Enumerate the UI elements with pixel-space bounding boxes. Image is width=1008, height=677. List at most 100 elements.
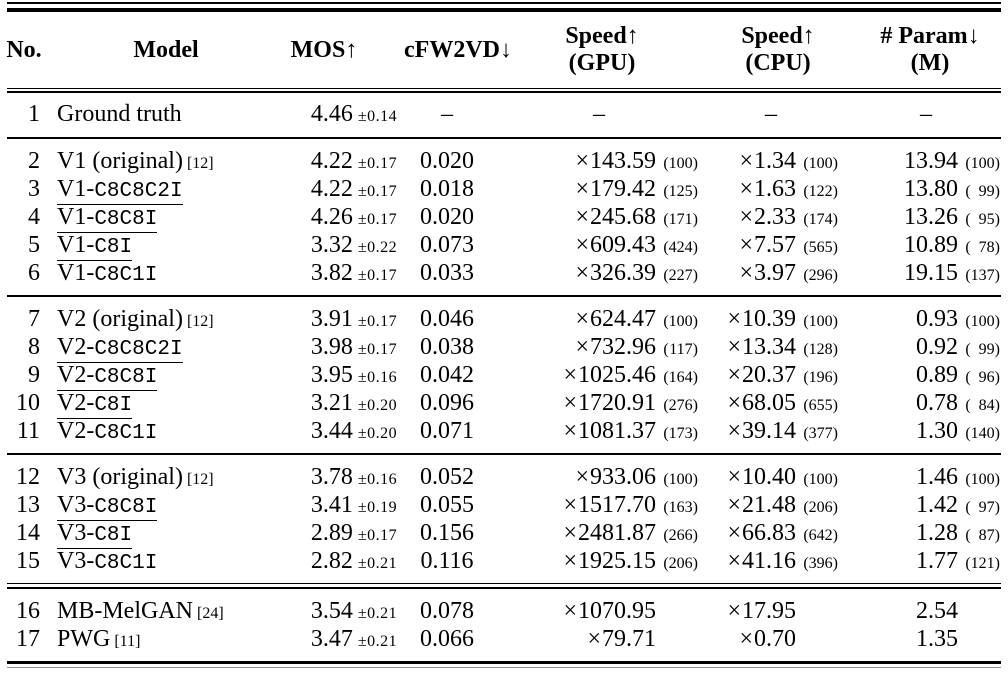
model-name: V2 (original) [57, 306, 183, 332]
speed-cpu-cell-value: ×3.97 [739, 259, 796, 287]
model-cell: V3-C8C8I [48, 491, 284, 521]
citation-ref: [11] [114, 633, 141, 650]
speed-gpu-cell-value: ×1925.15 [563, 547, 656, 575]
mos-stddev: ±0.22 [357, 239, 398, 256]
speed-cpu-cell: ×20.37 (196) [704, 361, 852, 392]
row-number: 13 [16, 492, 40, 518]
speed-cpu-cell-value: ×41.16 [727, 547, 796, 575]
speed-cpu-cell: ×66.83 (642) [704, 519, 852, 550]
speed-cpu-cell: ×2.33 (174) [704, 203, 852, 234]
param-cell: – [852, 100, 1008, 128]
speed-gpu-cell-number: 1720.91 [578, 390, 656, 416]
mos-stddev: ±0.21 [357, 555, 398, 572]
model-name: V1-C8C1I [57, 260, 157, 287]
speed-cpu-cell-number: 39.14 [742, 418, 796, 444]
model-base-label: V2- [57, 362, 95, 388]
speed-cpu-cell: ×7.57 (565) [704, 231, 852, 262]
speed-gpu-cell-relative-number: 100 [668, 313, 693, 330]
speed-cpu-cell-number: 13.34 [742, 334, 796, 360]
mos-cell: 3.41 ±0.19 [284, 491, 404, 522]
mos-value: 3.98 [310, 334, 353, 360]
speed-cpu-cell-relative-number: 100 [808, 155, 833, 172]
speed-gpu-cell-value: ×326.39 [575, 259, 656, 287]
speed-gpu-cell: ×624.47 (100) [500, 305, 704, 336]
param-cell-value: 1.46 [916, 463, 958, 491]
speed-cpu-cell-number: 7.57 [754, 232, 796, 258]
param-cell: 13.94 (100) [852, 147, 1008, 178]
table-row: 11 V2-C8C1I 3.44 ±0.20 0.071 ×1081.37 (173) ×39… [0, 417, 1008, 445]
mos-cell: 3.32 ±0.22 [284, 231, 404, 262]
speed-cpu-cell-number: 10.39 [742, 306, 796, 332]
cfw2vd-cell: 0.033 [420, 260, 474, 286]
speed-cpu-cell-number: 1.63 [754, 176, 796, 202]
mos-cell: 4.22 ±0.17 [284, 175, 404, 206]
col-header-speed-cpu-label: Speed↑ [741, 23, 815, 49]
param-cell-number: 2.54 [916, 598, 958, 624]
speed-gpu-cell-relative-number: 100 [668, 471, 693, 488]
speed-gpu-cell: ×1070.95 [500, 597, 704, 625]
table-row: 9 V2-C8C8I 3.95 ±0.16 0.042 ×1025.46 (164) ×20.… [0, 361, 1008, 392]
model-cell: V1 (original) [12] [48, 147, 284, 178]
speed-cpu-cell-value: ×20.37 [727, 361, 796, 389]
speed-gpu-cell-relative-number: 171 [668, 211, 693, 228]
times-sign: × [727, 520, 741, 546]
bottom-rule-thick [7, 661, 1001, 664]
param-cell-relative: (100) [958, 150, 1000, 178]
mos-value: 4.46 [310, 101, 353, 127]
param-cell-relative-number: 137 [970, 267, 995, 284]
speed-cpu-cell-value: ×66.83 [727, 519, 796, 547]
speed-gpu-cell-number: 732.96 [590, 334, 656, 360]
speed-gpu-cell-number: 1517.70 [578, 492, 656, 518]
model-name: V3 (original) [57, 464, 183, 490]
model-name: V3-C8C8I [57, 492, 158, 521]
model-cell: V1-C8C8C2I [48, 175, 284, 205]
dash-value: – [920, 101, 932, 127]
mos-stddev: ±0.17 [357, 267, 398, 284]
row-number: 12 [16, 464, 40, 490]
speed-cpu-cell-relative-number: 174 [808, 211, 833, 228]
param-cell-value: 1.42 [916, 491, 958, 519]
param-cell-value: 10.89 [904, 231, 958, 259]
mos-value: 3.91 [310, 306, 353, 332]
speed-gpu-cell-relative: (266) [656, 522, 698, 550]
times-sign: × [575, 204, 589, 230]
speed-gpu-cell-value: ×1025.46 [563, 361, 656, 389]
param-cell-relative: (87) [958, 522, 1000, 550]
speed-gpu-cell-relative: (227) [656, 262, 698, 290]
speed-gpu-cell: ×1081.37 (173) [500, 417, 704, 448]
mos-value: 3.95 [310, 362, 353, 388]
model-base-label: V2- [57, 390, 95, 416]
table-row: 8 V2-C8C8C2I 3.98 ±0.17 0.038 ×732.96 (117) ×13… [0, 333, 1008, 364]
speed-gpu-cell: ×79.71 [500, 625, 704, 653]
param-cell: 1.28(87) [852, 519, 1008, 550]
times-sign: × [739, 176, 753, 202]
table-row: 4 V1-C8C8I 4.26 ±0.17 0.020 ×245.68 (171) ×2.33… [0, 203, 1008, 234]
speed-gpu-cell-number: 1081.37 [578, 418, 656, 444]
model-cell: V2-C8C8C2I [48, 333, 284, 363]
times-sign: × [739, 232, 753, 258]
speed-cpu-cell-relative-number: 642 [808, 527, 833, 544]
speed-gpu-cell-relative: (163) [656, 494, 698, 522]
times-sign: × [727, 492, 741, 518]
speed-gpu-cell: ×732.96 (117) [500, 333, 704, 364]
times-sign: × [563, 548, 577, 574]
cfw2vd-cell: 0.096 [420, 390, 474, 416]
mos-stddev: ±0.21 [357, 633, 398, 650]
param-cell: 1.46 (100) [852, 463, 1008, 494]
times-sign: × [739, 260, 753, 286]
mos-cell: 3.98 ±0.17 [284, 333, 404, 364]
times-sign: × [575, 232, 589, 258]
model-base-label: V3- [57, 492, 95, 518]
mos-stddev: ±0.14 [357, 108, 398, 125]
model-config-code: C8I [94, 236, 133, 259]
table-row: 16 MB-MelGAN [24] 3.54 ±0.21 0.078 ×1070.95 ×17… [0, 597, 1008, 625]
speed-cpu-cell-value: ×13.34 [727, 333, 796, 361]
model-config-code: C8C8I [94, 208, 158, 231]
speed-gpu-cell-number: 1070.95 [578, 598, 656, 624]
speed-cpu-cell-relative-number: 377 [808, 425, 833, 442]
mos-value: 4.22 [310, 176, 353, 202]
model-cell: V3-C8I [48, 519, 284, 549]
param-cell-number: 1.77 [916, 548, 958, 574]
speed-cpu-cell: ×1.63 (122) [704, 175, 852, 206]
